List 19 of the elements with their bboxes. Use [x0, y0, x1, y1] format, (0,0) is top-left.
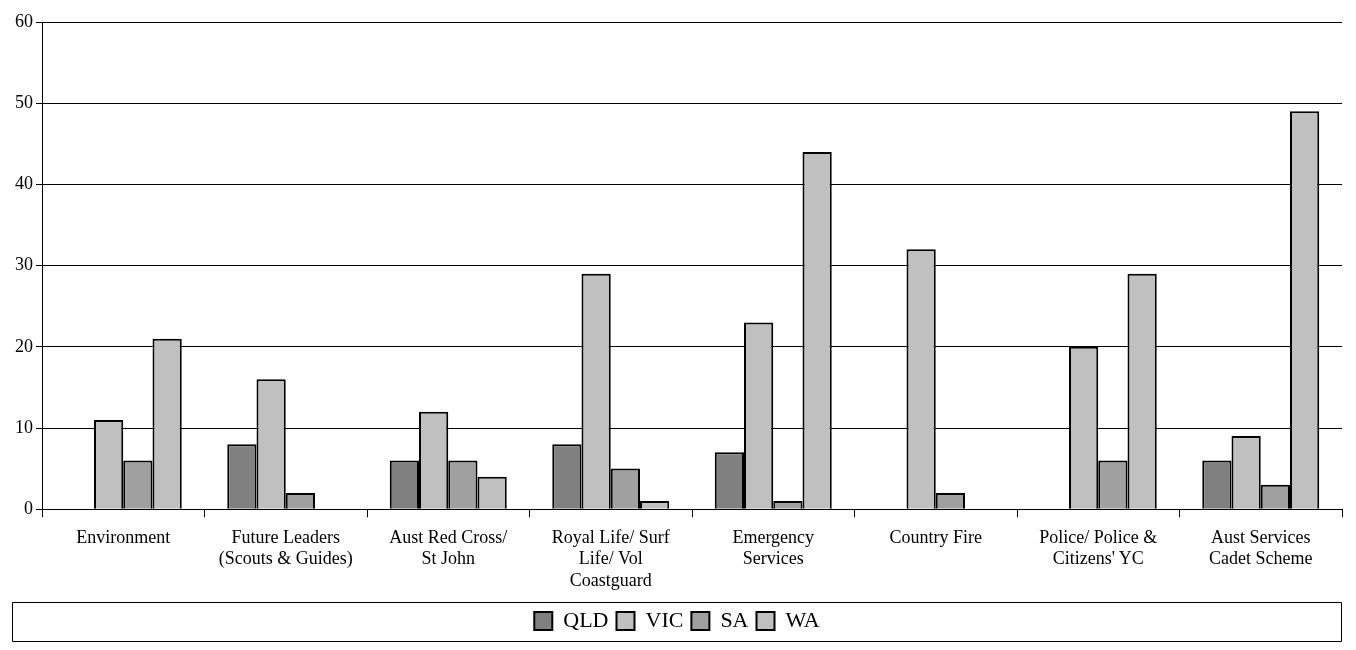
x-tick-label: Aust Services Cadet Scheme [1209, 526, 1313, 569]
y-tick-label: 10 [15, 416, 33, 437]
y-tick-label: 0 [24, 497, 33, 518]
x-tick-label: Emergency Services [732, 526, 815, 569]
y-tick-label: 40 [15, 173, 33, 194]
legend-label: WA [785, 606, 820, 632]
x-tick-label: Environment [76, 526, 171, 547]
x-tick-label: Future Leaders (Scouts & Guides) [218, 526, 353, 570]
y-tick-label: 20 [15, 335, 33, 356]
legend-label: QLD [563, 606, 609, 632]
x-tick-label: Country Fire [889, 526, 983, 547]
x-tick-label: Aust Red Cross/ St John [389, 526, 508, 569]
y-tick-label: 60 [15, 10, 33, 31]
x-tick-label: Police/ Police & Citizens' YC [1039, 526, 1158, 569]
y-tick-label: 50 [15, 91, 33, 112]
y-tick-label: 30 [15, 254, 33, 275]
legend-label: VIC [645, 606, 684, 632]
x-tick-label: Royal Life/ Surf Life/ Vol Coastguard [551, 526, 670, 590]
legend-label: SA [720, 606, 749, 632]
